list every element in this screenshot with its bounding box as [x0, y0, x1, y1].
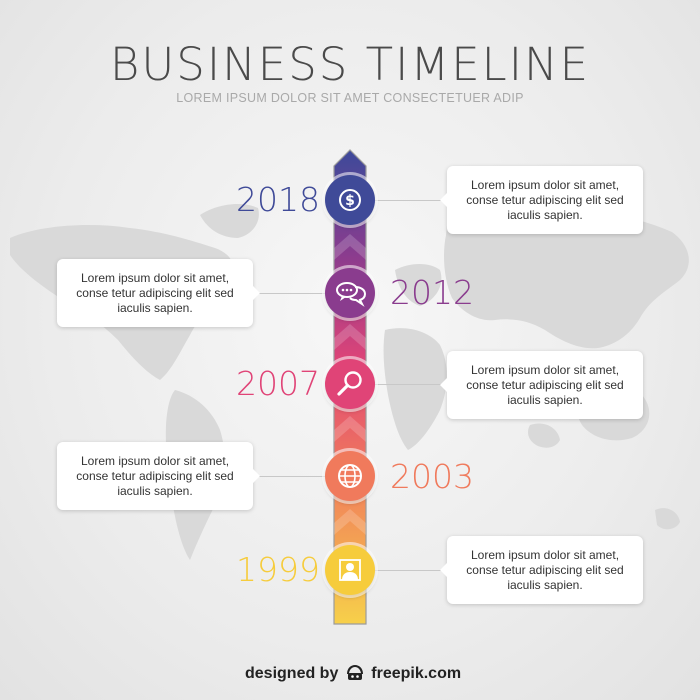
connector-line [372, 570, 452, 571]
footer-prefix: designed by [245, 665, 339, 682]
description-box: Lorem ipsum dolor sit amet, conse tetur … [440, 166, 643, 234]
timeline-node [325, 451, 375, 501]
timeline-node [325, 359, 375, 409]
year-label: 2007 [236, 364, 320, 403]
connector-line [372, 200, 452, 201]
svg-text:$: $ [345, 193, 355, 209]
description-box: Lorem ipsum dolor sit amet, conse tetur … [57, 259, 260, 327]
description-box: Lorem ipsum dolor sit amet, conse tetur … [440, 351, 643, 419]
footer-credit: designed by freepik.com [245, 664, 461, 683]
footer-brand[interactable]: freepik.com [371, 665, 462, 682]
dollar-icon: $ [339, 189, 361, 211]
description-box: Lorem ipsum dolor sit amet, conse tetur … [57, 442, 260, 510]
connector-line [250, 293, 328, 294]
year-label: 2003 [390, 457, 474, 496]
chat-bubbles-icon [336, 282, 367, 307]
globe-icon [338, 464, 362, 488]
timeline-node [325, 545, 375, 595]
magnifier-icon [337, 371, 362, 396]
year-label: 2018 [236, 180, 320, 219]
year-label: 2012 [390, 273, 474, 312]
page-title: BUSINESS TIMELINE [109, 38, 591, 91]
freepik-logo-icon [346, 665, 363, 680]
year-label: 1999 [236, 550, 320, 589]
timeline-node: $ [325, 175, 375, 225]
connector-line [372, 384, 452, 385]
connector-line [250, 476, 328, 477]
page-subtitle: LOREM IPSUM DOLOR SIT AMET CONSECTETUER … [176, 91, 524, 105]
user-icon [339, 559, 361, 581]
description-box: Lorem ipsum dolor sit amet, conse tetur … [440, 536, 643, 604]
timeline-node [325, 268, 375, 318]
